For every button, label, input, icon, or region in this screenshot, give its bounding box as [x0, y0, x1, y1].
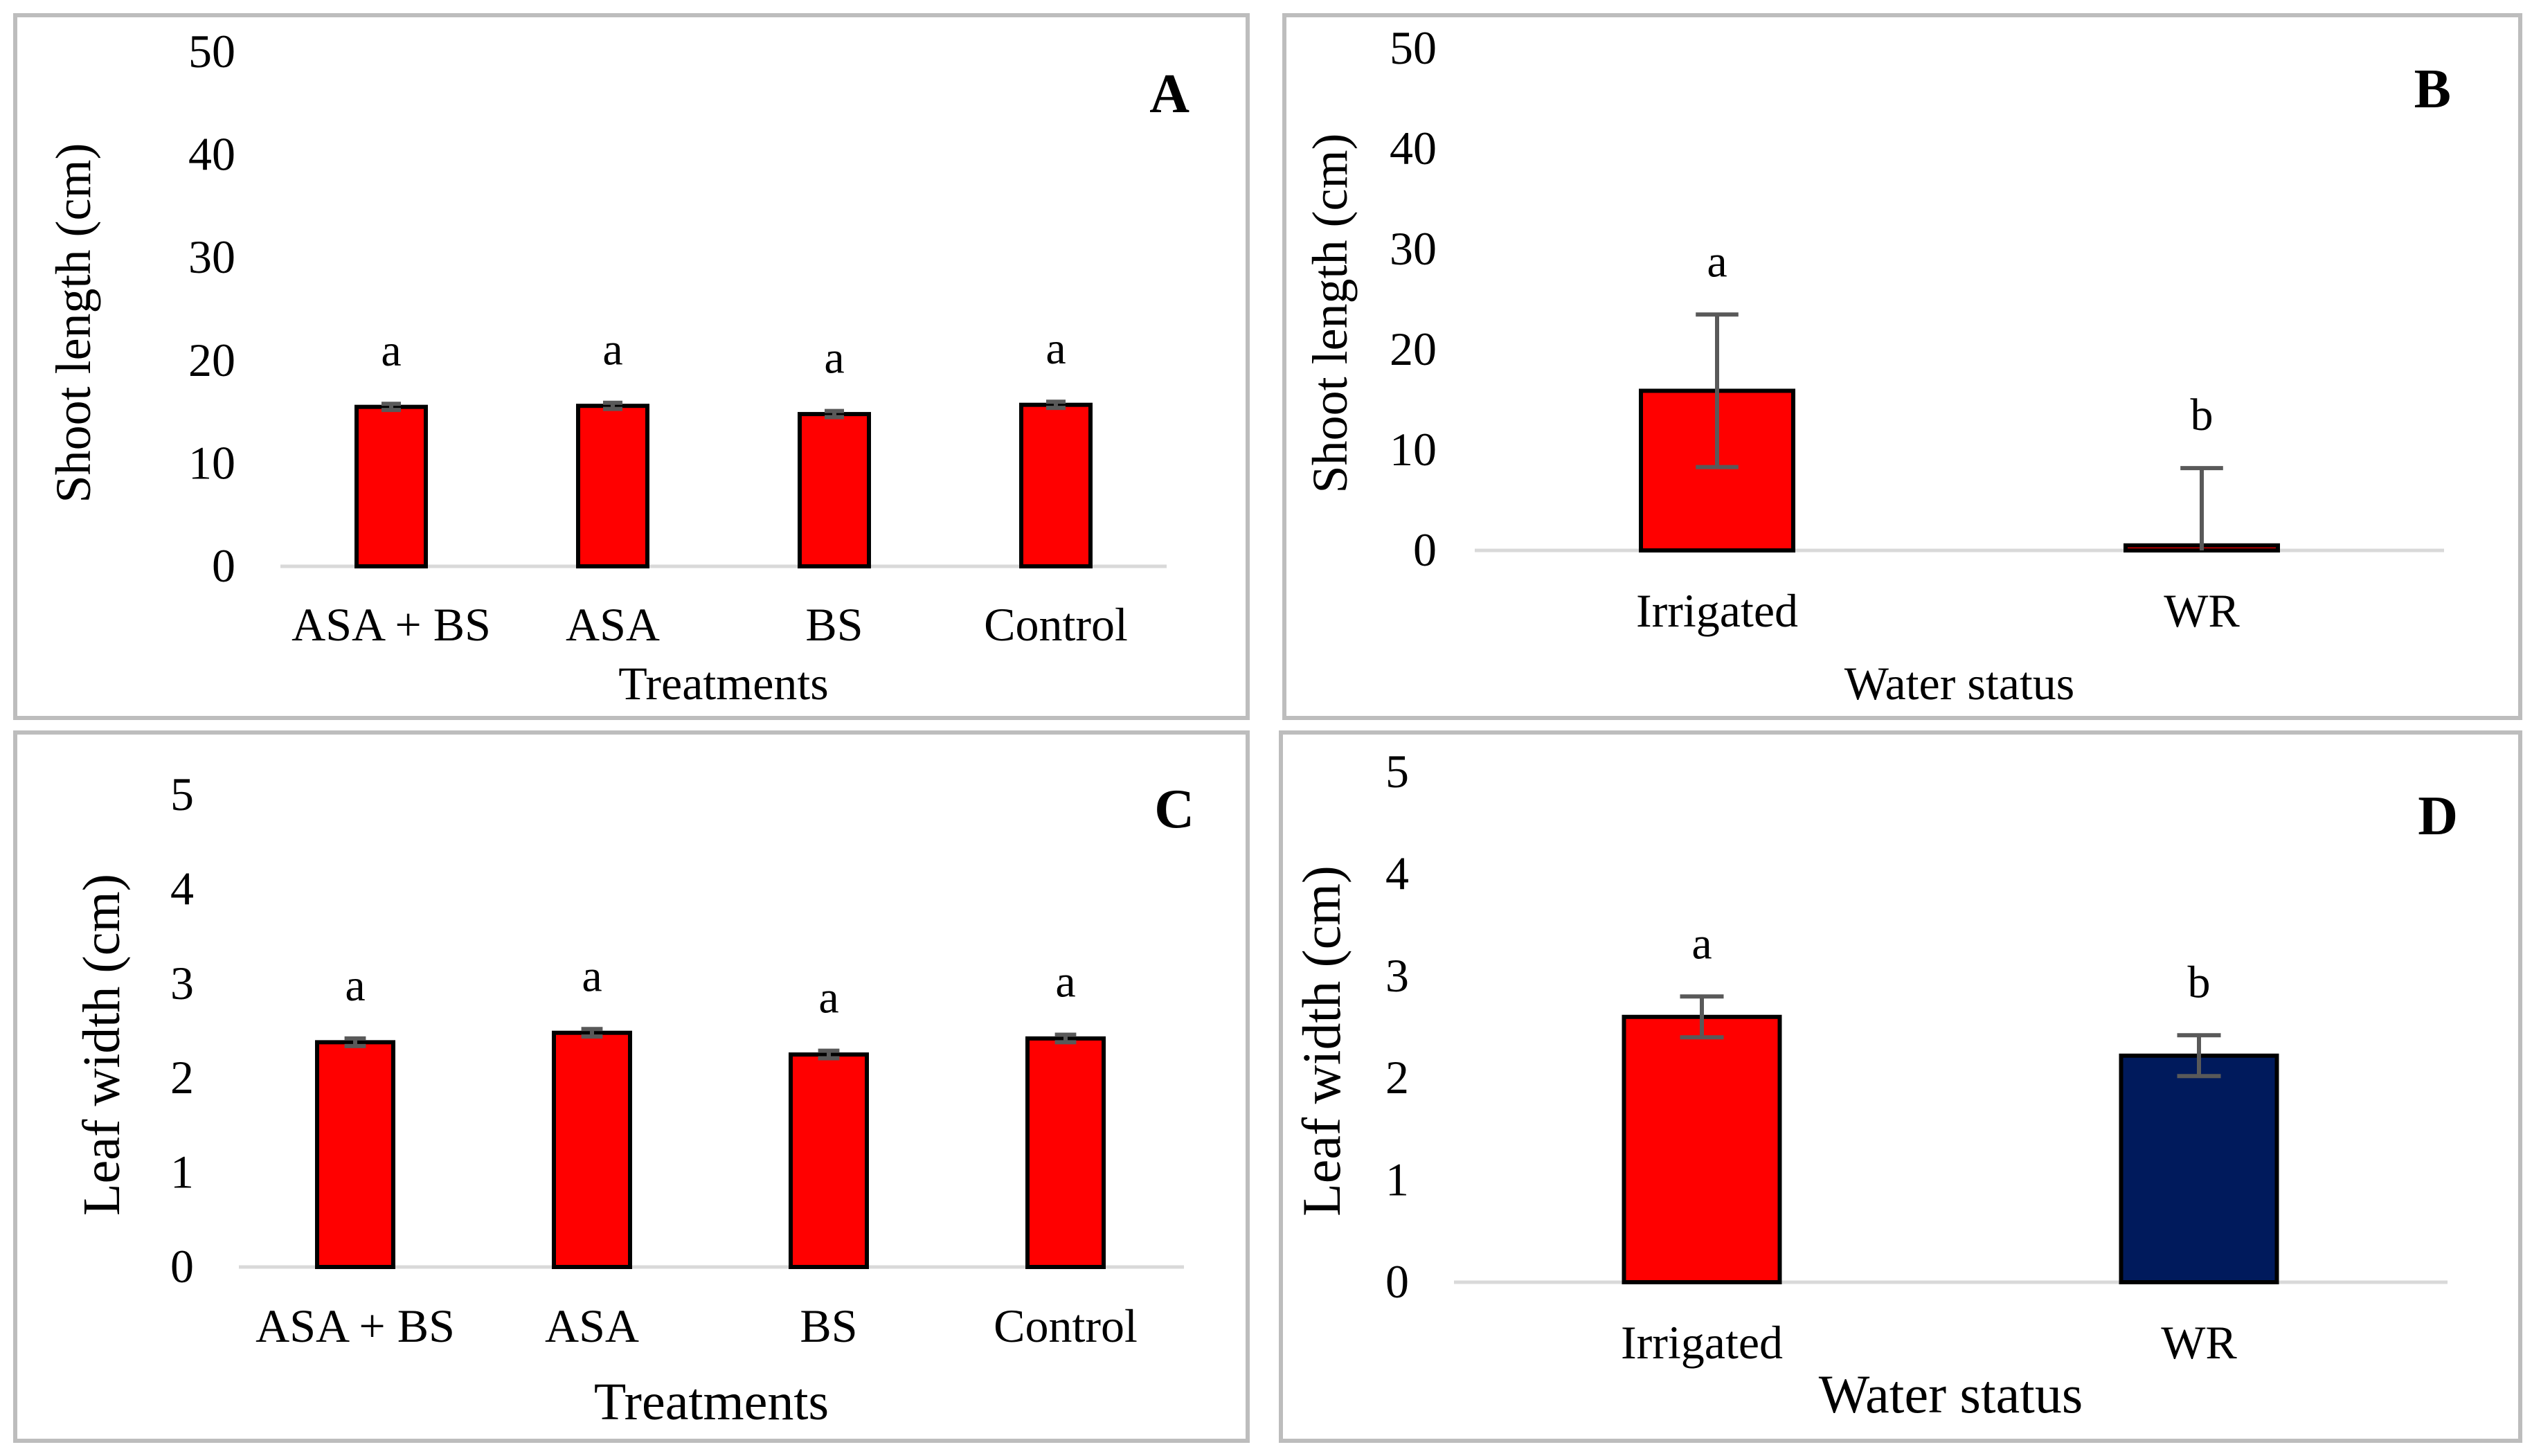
- significance-letter: a: [824, 333, 844, 384]
- x-axis-title: Treatments: [618, 657, 828, 710]
- x-category-label: WR: [2164, 584, 2240, 637]
- x-category-label: Irrigated: [1621, 1316, 1783, 1369]
- x-category-label: Control: [994, 1300, 1138, 1352]
- y-tick-label: 0: [1385, 1255, 1409, 1308]
- panel-label: B: [2414, 59, 2451, 120]
- y-tick-label: 40: [1390, 122, 1437, 174]
- bar: [1025, 1036, 1106, 1269]
- bar: [1019, 402, 1093, 568]
- significance-letter: b: [2188, 957, 2211, 1007]
- y-tick-label: 20: [1390, 323, 1437, 375]
- chart-panel-b: 0 10 20 30 40 50 a Irrigated b WR Water status Shoo…: [1282, 13, 2522, 720]
- y-tick-label: 1: [1385, 1153, 1409, 1206]
- bar: [552, 1030, 632, 1270]
- chart-panel-c: 0 1 2 3 4 5 a ASA + BS a ASA a BS a Control Treatments…: [13, 730, 1250, 1443]
- x-category-label: ASA + BS: [255, 1300, 455, 1352]
- y-tick-label: 10: [1390, 423, 1437, 476]
- y-tick-label: 40: [188, 128, 235, 181]
- y-axis-title: Shoot length (cm): [1302, 134, 1358, 494]
- significance-letter: b: [2191, 390, 2214, 440]
- y-axis-title: Leaf width (cm): [73, 874, 131, 1216]
- y-tick-label: 0: [1413, 523, 1437, 576]
- y-tick-label: 30: [188, 231, 235, 283]
- panel-label: D: [2418, 786, 2458, 847]
- y-tick-label: 4: [170, 862, 194, 915]
- significance-letter: a: [1045, 323, 1066, 374]
- x-category-label: BS: [800, 1300, 857, 1352]
- x-category-label: ASA: [566, 598, 660, 651]
- panel-frame: [13, 13, 1250, 720]
- chart-panel-d: 0 1 2 3 4 5 a Irrigated b WR Water status Leaf widt…: [1279, 730, 2522, 1443]
- significance-letter: a: [818, 973, 838, 1023]
- x-category-label: WR: [2161, 1316, 2237, 1369]
- y-tick-label: 5: [170, 768, 194, 820]
- y-tick-label: 1: [170, 1146, 194, 1198]
- y-tick-label: 50: [188, 25, 235, 78]
- y-tick-label: 20: [188, 334, 235, 386]
- x-category-label: BS: [805, 598, 863, 651]
- bar: [798, 412, 871, 569]
- y-tick-label: 5: [1385, 745, 1409, 798]
- panel-frame: [1282, 13, 2522, 720]
- x-category-label: Control: [984, 598, 1128, 651]
- y-tick-label: 4: [1385, 847, 1409, 899]
- chart-panel-a: 0 10 20 30 40 50 a ASA + BS a ASA a BS a Control Treat…: [13, 13, 1250, 720]
- y-axis-title: Leaf width (cm): [1291, 865, 1352, 1216]
- significance-letter: a: [1707, 236, 1727, 287]
- significance-letter: a: [1691, 918, 1712, 969]
- significance-letter: a: [602, 325, 622, 375]
- panel-frame: [13, 730, 1250, 1443]
- significance-letter: a: [345, 960, 365, 1011]
- bar: [354, 404, 428, 568]
- bar: [1622, 1014, 1782, 1284]
- x-axis-title: Water status: [1819, 1364, 2083, 1424]
- bar: [789, 1052, 869, 1269]
- bar: [576, 404, 649, 569]
- significance-letter: a: [582, 951, 602, 1001]
- y-tick-label: 30: [1390, 222, 1437, 275]
- significance-letter: a: [1055, 956, 1075, 1007]
- bar: [315, 1040, 395, 1270]
- x-category-label: Irrigated: [1636, 584, 1798, 637]
- x-axis-title: Treatments: [594, 1373, 829, 1431]
- y-tick-label: 3: [1385, 949, 1409, 1002]
- panel-label: A: [1149, 64, 1189, 125]
- y-tick-label: 10: [188, 436, 235, 489]
- y-tick-label: 2: [1385, 1051, 1409, 1104]
- y-tick-label: 0: [170, 1240, 194, 1293]
- significance-letter: a: [381, 325, 401, 376]
- x-axis-title: Water status: [1844, 657, 2075, 710]
- bar: [2119, 1053, 2279, 1284]
- y-axis-title: Shoot length (cm): [46, 143, 101, 503]
- y-tick-label: 50: [1390, 21, 1437, 74]
- x-category-label: ASA + BS: [291, 598, 491, 651]
- panel-frame: [1279, 730, 2522, 1443]
- x-category-label: ASA: [545, 1300, 639, 1352]
- y-tick-label: 0: [212, 539, 235, 592]
- panel-label: C: [1154, 779, 1194, 840]
- y-tick-label: 2: [170, 1051, 194, 1104]
- y-tick-label: 3: [170, 957, 194, 1009]
